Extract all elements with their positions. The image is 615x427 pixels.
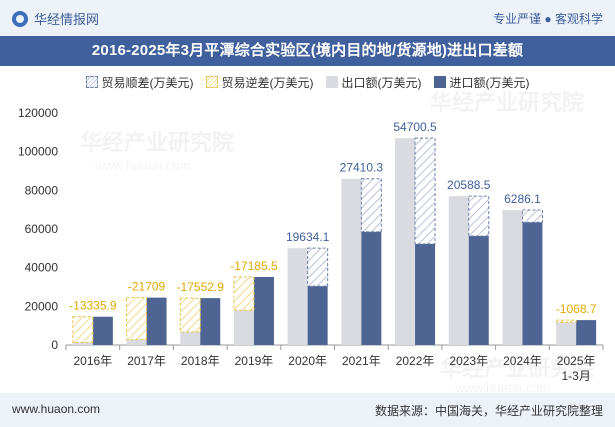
watermark-text: 华经产业研究院 [430,90,584,115]
import-bar [146,297,167,345]
import-bar [415,243,436,345]
y-tick-label: 120000 [18,106,58,120]
x-tick-label: 1-3月 [561,369,590,383]
import-bar [468,235,489,345]
export-bar [556,322,577,345]
legend-label-export: 出口额(万美元) [341,75,422,90]
y-tick-label: 80000 [25,183,59,197]
watermark-text: 华经产业研究院 [440,356,594,381]
x-tick-label: 2017年 [127,354,166,368]
chart-title: 2016-2025年3月平潭综合实验区(境内目的地/货源地)进出口差额 [0,36,615,66]
watermark-url: www.huaon.com [454,380,550,395]
deficit-bar [555,319,577,323]
import-bar [92,316,113,345]
balance-label: 20588.5 [447,178,491,192]
legend-swatch-import [433,76,446,88]
export-bar [180,332,201,345]
balance-label: 19634.1 [286,230,330,244]
x-tick-label: 2024年 [503,354,542,368]
x-tick-label: 2020年 [288,354,327,368]
export-bar [448,196,469,345]
import-bar [253,276,274,345]
deficit-bar [72,316,94,343]
legend-item-export: 出口额(万美元) [325,73,422,91]
plot-area: 0 20000 40000 60000 80000 100000 120000 -13335.… [18,106,604,383]
surplus-bar [468,195,490,237]
import-bar [307,286,328,345]
balance-label: -17552.9 [177,280,225,294]
watermark-url: www.huaon.com [94,158,190,173]
legend-label-surplus: 贸易顺差(万美元) [101,75,194,90]
legend-swatch-surplus [85,76,98,88]
top-bar: 华经情报网 专业严谨 ● 客观科学 [0,0,615,36]
legend-label-deficit: 贸易逆差(万美元) [221,75,314,90]
brand: 华经情报网 [12,9,99,28]
surplus-bar [307,247,329,287]
export-bar [395,138,416,345]
y-tick-label: 100000 [18,145,58,159]
y-tick-label: 60000 [25,222,59,236]
data-source: 数据来源：中国海关，华经产业研究院整理 [374,404,603,418]
y-tick-label: 0 [51,338,58,352]
surplus-bar [521,209,543,223]
deficit-bar [179,297,201,333]
balance-label: -1068.7 [556,302,597,316]
export-bar [72,342,93,345]
x-tick-label: 2016年 [73,354,112,368]
legend-swatch-export [325,76,338,88]
footer-url[interactable]: www.huaon.com [12,402,101,416]
import-bar [522,222,543,345]
legend-item-deficit: 贸易逆差(万美元) [205,73,314,91]
x-tick-label: 2019年 [235,354,274,368]
x-tick-label: 2022年 [396,354,435,368]
legend-swatch-deficit [205,76,218,88]
export-bar [126,339,147,345]
legend-item-surplus: 贸易顺差(万美元) [85,73,194,91]
x-tick-label: 2018年 [181,354,220,368]
x-tick-label: 2025年 [557,354,596,368]
deficit-bar [233,276,255,311]
legend-label-import: 进口额(万美元) [449,75,530,90]
y-tick-label: 40000 [25,261,59,275]
deficit-bar [126,297,148,341]
surplus-bar [360,178,382,233]
balance-label: -13335.9 [69,299,117,313]
brand-name: 华经情报网 [34,12,100,27]
watermark-text: 华经产业研究院 [80,130,234,155]
legend-item-import: 进口额(万美元) [433,73,530,91]
tagline: 专业严谨 ● 客观科学 [493,12,603,26]
balance-label: -21709 [128,280,166,294]
x-tick-label: 2021年 [342,354,381,368]
y-tick-label: 20000 [25,299,59,313]
balance-label: 27410.3 [340,161,384,175]
balance-label: 6286.1 [504,192,541,206]
legend: 贸易顺差(万美元) 贸易逆差(万美元) 出口额(万美元) 进口额(万美元) [0,73,615,91]
import-bar [361,231,382,345]
export-bar [233,310,254,345]
balance-label: 54700.5 [393,120,437,134]
brand-logo-icon [12,10,28,27]
footer: www.huaon.com 数据来源：中国海关，华经产业研究院整理 [0,393,615,427]
import-bar [200,298,221,345]
balance-label: -17185.5 [230,259,278,273]
import-bar [576,320,597,345]
watermark-layer: 华经产业研究院 www.huaon.com 华经产业研究院 华经产业研究院 ww… [80,90,594,395]
surplus-bar [414,137,436,245]
export-bar [287,248,308,345]
export-bar [341,178,362,345]
x-tick-label: 2023年 [449,354,488,368]
export-bar [502,210,523,345]
